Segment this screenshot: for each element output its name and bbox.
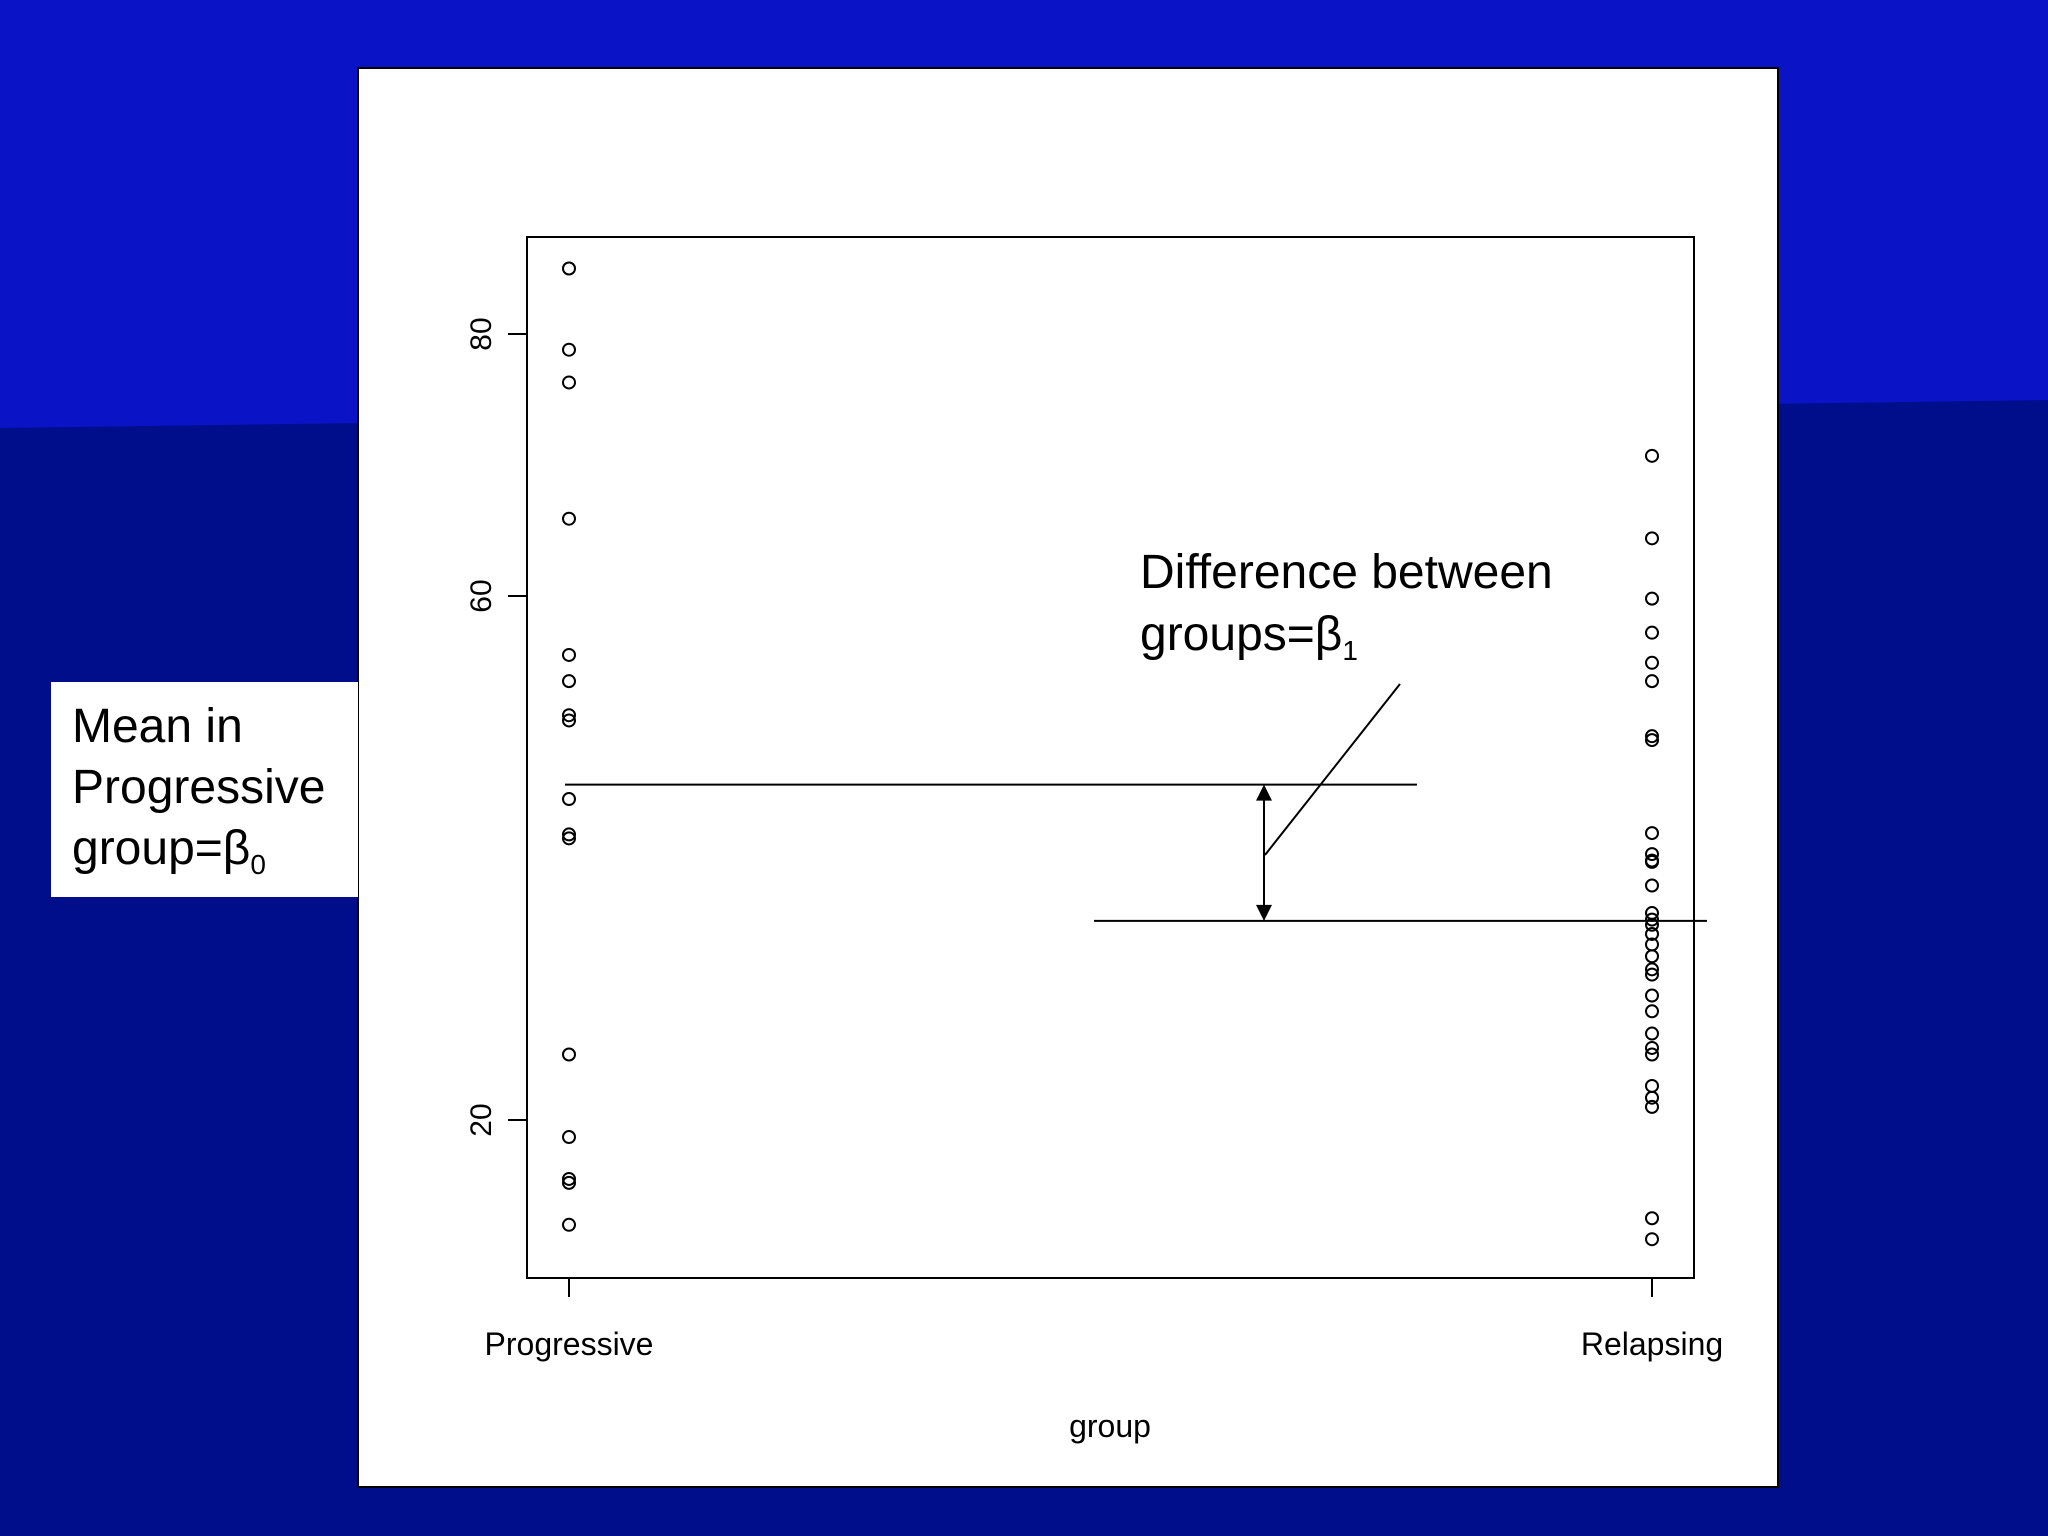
data-point bbox=[1645, 729, 1659, 744]
data-point bbox=[1645, 912, 1659, 927]
y-tick-label: 80 bbox=[465, 317, 498, 350]
data-point bbox=[562, 1171, 576, 1186]
data-point bbox=[1645, 655, 1659, 670]
data-point bbox=[1645, 988, 1659, 1003]
data-point bbox=[562, 831, 576, 846]
y-tick-label: 60 bbox=[465, 579, 498, 612]
data-point bbox=[1645, 531, 1659, 546]
data-point bbox=[1645, 1099, 1659, 1114]
plot-panel: 20 60 80 Progressive Relapsing group bbox=[357, 67, 1779, 1488]
data-point bbox=[1645, 625, 1659, 640]
beta-subscript: 1 bbox=[1342, 635, 1358, 666]
callout-line: group=β0 bbox=[72, 818, 358, 879]
data-point bbox=[1645, 1047, 1659, 1062]
x-axis-title: group bbox=[1069, 1408, 1151, 1444]
data-point bbox=[562, 1130, 576, 1145]
beta-symbol: β bbox=[222, 822, 251, 875]
data-point bbox=[1645, 878, 1659, 893]
data-point bbox=[1645, 962, 1659, 977]
data-point bbox=[562, 1217, 576, 1232]
data-point bbox=[562, 375, 576, 390]
arrowhead-up bbox=[1256, 784, 1272, 801]
callout-line: Progressive bbox=[72, 761, 326, 814]
data-point bbox=[562, 708, 576, 723]
y-tick-label: 20 bbox=[465, 1103, 498, 1136]
data-point bbox=[1645, 917, 1659, 932]
data-point bbox=[562, 1047, 576, 1062]
data-point bbox=[1645, 1232, 1659, 1247]
mean-progressive-callout: Mean in Progressive group=β0 bbox=[51, 682, 358, 897]
callout-line: groups=β1 bbox=[1140, 604, 1553, 666]
data-point bbox=[562, 674, 576, 689]
data-point bbox=[1645, 847, 1659, 862]
beta-subscript: 0 bbox=[250, 849, 266, 880]
data-point bbox=[562, 511, 576, 526]
data-point bbox=[1645, 1004, 1659, 1019]
scatter-chart: 20 60 80 Progressive Relapsing group bbox=[465, 236, 1723, 1444]
x-tick-label: Progressive bbox=[485, 1326, 654, 1362]
callout-text: group= bbox=[72, 822, 223, 875]
data-point bbox=[562, 827, 576, 842]
data-point bbox=[1645, 826, 1659, 841]
data-point bbox=[1645, 674, 1659, 689]
callout-line: Difference between bbox=[1140, 546, 1553, 599]
data-point bbox=[1645, 1026, 1659, 1041]
data-point bbox=[562, 792, 576, 807]
beta-symbol: β bbox=[1314, 608, 1343, 661]
difference-callout: Difference between groups=β1 bbox=[1140, 542, 1553, 666]
callout-text: groups= bbox=[1140, 608, 1315, 661]
x-tick-label: Relapsing bbox=[1581, 1326, 1723, 1362]
data-point bbox=[562, 647, 576, 662]
data-point bbox=[1645, 1040, 1659, 1055]
data-point bbox=[1645, 591, 1659, 606]
data-point bbox=[562, 261, 576, 276]
data-point bbox=[562, 342, 576, 357]
data-point bbox=[562, 1175, 576, 1190]
data-point bbox=[1645, 1211, 1659, 1226]
callout-line: Mean in bbox=[72, 700, 243, 753]
data-point bbox=[562, 713, 576, 728]
data-point bbox=[1645, 949, 1659, 964]
data-point bbox=[1645, 448, 1659, 463]
data-point bbox=[1645, 733, 1659, 748]
data-point bbox=[1645, 1078, 1659, 1093]
data-point bbox=[1645, 926, 1659, 941]
plot-frame bbox=[526, 236, 1695, 1279]
callout-leader-line bbox=[1264, 683, 1401, 856]
arrowhead-down bbox=[1256, 904, 1272, 921]
data-point bbox=[1645, 854, 1659, 869]
data-point bbox=[1645, 967, 1659, 982]
data-point bbox=[1645, 1090, 1659, 1105]
